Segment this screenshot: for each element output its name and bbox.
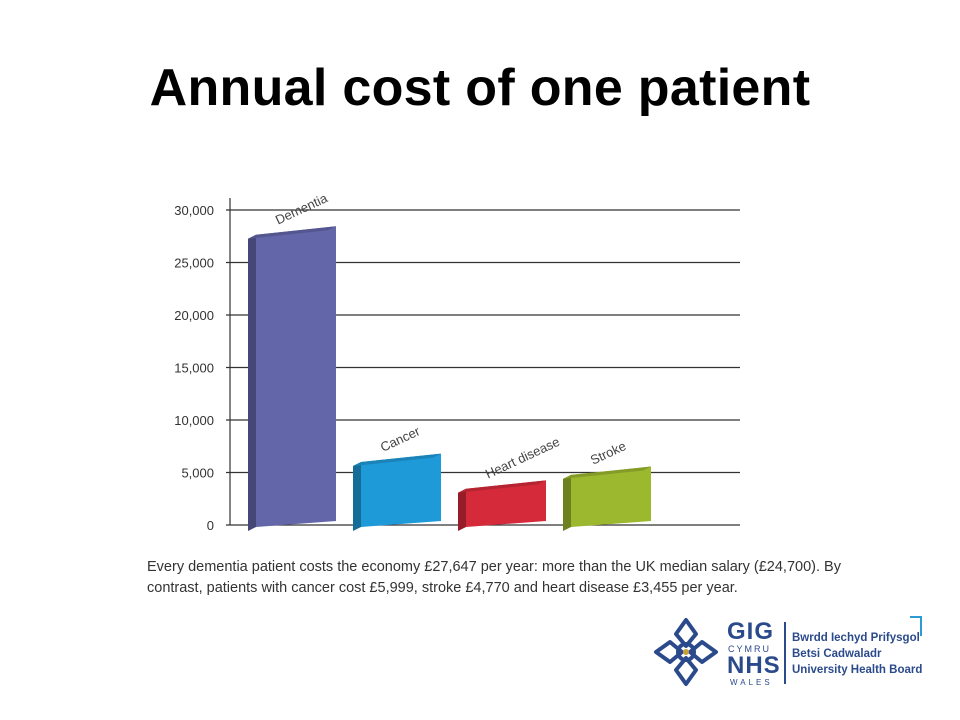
logo-gig-text: GIG	[727, 618, 775, 645]
bar	[361, 453, 441, 527]
bar-group	[458, 480, 546, 531]
bar-chart: 0 5,000 10,000 15,000 20,000 25,000 30,000 Deme…	[174, 190, 740, 533]
category-label: Dementia	[273, 190, 330, 227]
bar-side	[563, 474, 571, 531]
category-label: Heart disease	[483, 434, 562, 481]
y-tick-label: 5,000	[181, 466, 214, 481]
bar-top	[248, 226, 336, 239]
slide-title: Annual cost of one patient	[149, 59, 811, 117]
bar	[466, 480, 546, 527]
bar-top	[353, 453, 441, 467]
bar-side	[248, 234, 256, 532]
y-tick-label: 30,000	[174, 203, 214, 218]
bar	[571, 466, 651, 527]
logo-corner-mark	[910, 616, 922, 636]
bar-group	[353, 453, 441, 531]
y-tick-label: 20,000	[174, 308, 214, 323]
y-tick-label: 0	[207, 518, 214, 533]
bar	[256, 226, 336, 527]
y-tick-label: 15,000	[174, 361, 214, 376]
logo-divider	[784, 622, 786, 684]
y-tick-label: 10,000	[174, 413, 214, 428]
logo-cymru-text: CYMRU	[728, 644, 771, 654]
bar-group	[248, 226, 336, 532]
logo-nhs-text: NHS	[727, 652, 781, 679]
y-tick-label: 25,000	[174, 256, 214, 271]
category-label: Stroke	[588, 438, 628, 467]
bar-group	[563, 466, 651, 531]
bar-side	[353, 462, 361, 531]
celtic-knot-icon	[654, 618, 718, 686]
logo-board-line-2: Betsi Cadwaladr	[792, 648, 882, 660]
logo-board-line-1: Bwrdd Iechyd Prifysgol	[792, 632, 920, 644]
chart-caption: Every dementia patient costs the economy…	[147, 559, 841, 596]
logo-wales-text: WALES	[730, 678, 773, 687]
health-board-logo: GIG CYMRU NHS WALES Bwrdd Iechyd Prifysg…	[652, 612, 932, 692]
bar-top	[563, 466, 651, 479]
logo-board-line-3: University Health Board	[792, 664, 923, 676]
logo-board-name: Bwrdd Iechyd Prifysgol Betsi Cadwaladr U…	[792, 630, 922, 678]
category-label: Cancer	[378, 423, 423, 455]
bar-top	[458, 480, 546, 493]
bar-side	[458, 488, 466, 531]
